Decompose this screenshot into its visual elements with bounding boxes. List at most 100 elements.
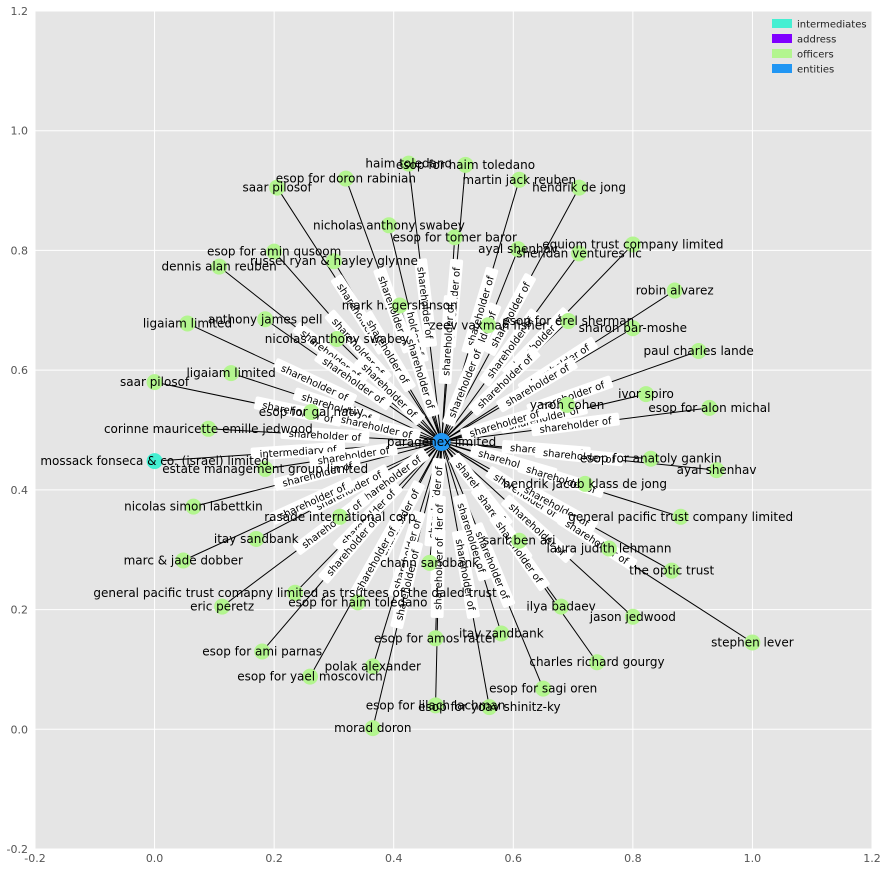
node-label-hendrik-de-jong: hendrik de jong [532,181,626,195]
node-russel-ryan-hayley-glynne [325,253,342,270]
node-label-ayal-shenhav: ayal shenhav [677,463,757,477]
y-axis-ticks: -0.2 0.0 0.2 0.4 0.6 0.8 1.0 1.2 [7,5,28,856]
edge-label-box [479,308,541,387]
node-esop-for-anatoly-gankin [642,450,659,467]
edge-label-text: shareholder of [433,537,446,610]
node-eric-peretz [214,598,231,615]
edge-label-text: shareholder of [288,429,361,444]
y-tick-label: 0.4 [11,484,29,497]
edge-label-box [308,442,398,468]
node-label-hendrik-jacob-klass-de-jong: hendrik jacob klass de jong [503,477,667,491]
y-tick-label: 1.2 [11,5,29,18]
node-label-eric-peretz: eric peretz [190,600,254,614]
x-tick-label: 0.4 [385,852,403,865]
node-nicolas-simon-labettkin [185,498,202,515]
node-saar-pilosof [146,374,163,391]
edge-label-text: shareholder of [441,303,457,376]
edge-label-box [460,404,549,442]
x-tick-label: 0.0 [146,852,164,865]
edge-label-esop-for-tomer-baror: shareholder of [438,295,457,385]
node-stephen-lever [744,634,761,651]
edge-label-box [351,448,430,510]
node-jason-jedwood [624,608,641,625]
node-label-paragenex-limited: paragenex limited [387,435,496,449]
edge-label-box [354,355,425,426]
node-label-esop-for-anatoly-gankin: esop for anatoly gankin [580,452,722,466]
x-tick-label: 0.6 [505,852,523,865]
node-label-saar-pilosof: saar pilosof [243,181,313,195]
edge-label-box [314,350,393,411]
legend-label-entities: entities [797,65,834,76]
node-label-martin-jack-reuben: martin jack reuben [462,173,576,187]
edge-label-box [269,477,355,525]
node-label-esop-for-amos-ratter: esop for amos ratter [374,631,497,645]
edge-label-box [272,358,357,407]
node-label-dennis-alan-reuben: dennis alan reuben [161,260,276,274]
edge-label-box [402,329,440,418]
x-tick-label: 0.2 [265,852,283,865]
node-label-ivor-spiro: ivor spiro [618,387,674,401]
node-esop-for-yael-moscovich [302,668,319,685]
edge-label-box [402,303,429,364]
node-label-russel-ryan-hayley-glynne: russel ryan & hayley glynne [250,254,418,268]
legend-label-officers: officers [797,50,834,61]
edge-label-box [470,522,516,608]
node-esop-for-doron-rabinian [337,170,354,187]
node-label-esop-for-sagi-oren: esop for sagi oren [489,682,597,696]
edge-label-box [318,509,385,584]
legend-label-intermediates: intermediates [797,20,867,31]
node-dennis-alan-reuben [211,258,228,275]
edge-label-box [348,517,402,601]
legend: intermediates address officers entities [772,19,867,76]
node-the-optic-trust [663,562,680,579]
y-tick-label: 0.2 [11,604,29,617]
node-hendrik-de-jong [571,179,588,196]
legend-swatch-address [772,34,792,43]
legend-label-address: address [797,35,836,46]
node-esop-for-gal-natiy [303,404,320,421]
edge-label-box [324,309,392,384]
edge-label-box [292,492,371,555]
node-esop-for-lilach-lachman [427,697,444,714]
node-mossack-fonseca-co-israel-limited [146,453,163,470]
node-esop-for-ami-parnas [254,643,271,660]
node-esop-for-amos-ratter [427,630,444,647]
node-label-esop-for-tomer-baror: esop for tomer baror [392,230,517,244]
node-paragenex-limited [432,432,451,451]
node-mark-h-gershinson [391,297,408,314]
node-label-equiom-trust-company-limited: equiom trust company limited [542,237,723,251]
edge-label-box [280,426,370,444]
x-tick-label: 1.2 [863,852,881,865]
node-sarit-ben-ari [511,532,528,549]
node-general-pacific-trust-company-limited [672,508,689,525]
edge-label-box [332,410,421,443]
node-label-ligaiam-limited: ligaiam limited [143,316,232,330]
node-label-esop-for-yoav-shinitz-ky: esop for yoav shinitz-ky [418,700,561,714]
y-tick-label: 0.6 [11,364,29,377]
node-sheridan-ventures-llc [571,245,588,262]
node-label-esop-for-erel-sherman: esop for erel sherman [502,314,634,328]
node-ligaiam-limited [179,315,196,332]
node-polak-alexander [364,658,381,675]
node-label-yaron-cohen: yaron cohen [530,398,604,412]
node-label-corinne-mauricette-emille-jedwood: corinne mauricette emille jedwood [104,422,313,436]
x-axis-ticks: -0.2 0.0 0.2 0.4 0.6 0.8 1.0 1.2 [24,852,880,865]
edge-label-box [557,513,638,571]
node-label-esop-for-yael-moscovich: esop for yael moscovich [237,670,383,684]
edge-label-box [442,340,487,427]
node-label-charles-richard-gourgy: charles richard gourgy [529,655,664,669]
node-esop-for-tomer-baror [446,229,463,246]
node-label-laura-judith-lehmann: laura judith lehmann [546,542,671,556]
node-ayal-shenhav [708,462,725,479]
node-ligaiam-limited [223,365,240,382]
node-label-mark-h-gershinson: mark h. gershinson [342,298,458,312]
node-morad-doron [364,720,381,737]
edge-label-box [452,530,480,619]
node-label-ligaiam-limited: ligaiam limited [186,366,275,380]
node-label-general-pacific-trust-comapny-limited-as-trsutees-of-the-daled-trust: general pacific trust comapny limited as… [93,586,497,600]
node-esop-for-erel-sherman [560,313,577,330]
node-esop-for-amin-qusoom [266,243,283,260]
node-label-saar-pilosof: saar pilosof [120,375,190,389]
node-label-estate-management-group-limited: estate management group limited [162,462,368,476]
